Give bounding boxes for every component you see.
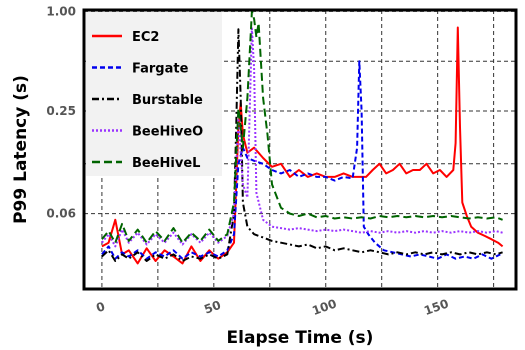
legend-box [86, 12, 222, 176]
x-tick-label: 50 [202, 298, 222, 317]
y-tick-label: 1.00 [46, 4, 76, 18]
x-axis-label: Elapse Time (s) [227, 328, 374, 348]
series-line-fargate [101, 60, 501, 260]
plot-frame [82, 8, 518, 291]
series-group [101, 10, 504, 265]
series-line-beehiveo [101, 27, 503, 248]
legend-label-beehiveo: BeeHiveO [132, 125, 203, 140]
y-tick-label: 0.25 [46, 104, 76, 118]
y-tick-label: 0.06 [46, 207, 76, 221]
legend-label-burstable: Burstable [132, 93, 203, 108]
legend: EC2 Fargate Burstable BeeHiveO BeeHiveL [86, 12, 222, 176]
x-tick-labels: 0 50 100 150 [94, 296, 450, 318]
y-axis-label: P99 Latency (s) [11, 75, 31, 224]
series-line-burstable [101, 28, 503, 262]
legend-label-ec2: EC2 [132, 30, 159, 45]
series-line-beehivel [101, 10, 503, 244]
y-tick-labels: 0.06 0.25 1.00 [46, 4, 76, 220]
legend-label-fargate: Fargate [132, 62, 189, 77]
legend-label-beehivel: BeeHiveL [132, 156, 200, 171]
